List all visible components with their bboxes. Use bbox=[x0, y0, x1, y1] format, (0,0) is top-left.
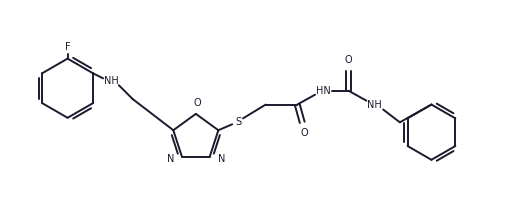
Text: O: O bbox=[345, 55, 353, 65]
Text: O: O bbox=[300, 128, 308, 138]
Text: NH: NH bbox=[104, 76, 118, 86]
Text: N: N bbox=[167, 154, 174, 164]
Text: NH: NH bbox=[367, 99, 381, 110]
Text: S: S bbox=[235, 117, 241, 127]
Text: N: N bbox=[217, 154, 225, 164]
Text: F: F bbox=[65, 42, 70, 52]
Text: HN: HN bbox=[316, 86, 331, 96]
Text: O: O bbox=[193, 98, 200, 108]
